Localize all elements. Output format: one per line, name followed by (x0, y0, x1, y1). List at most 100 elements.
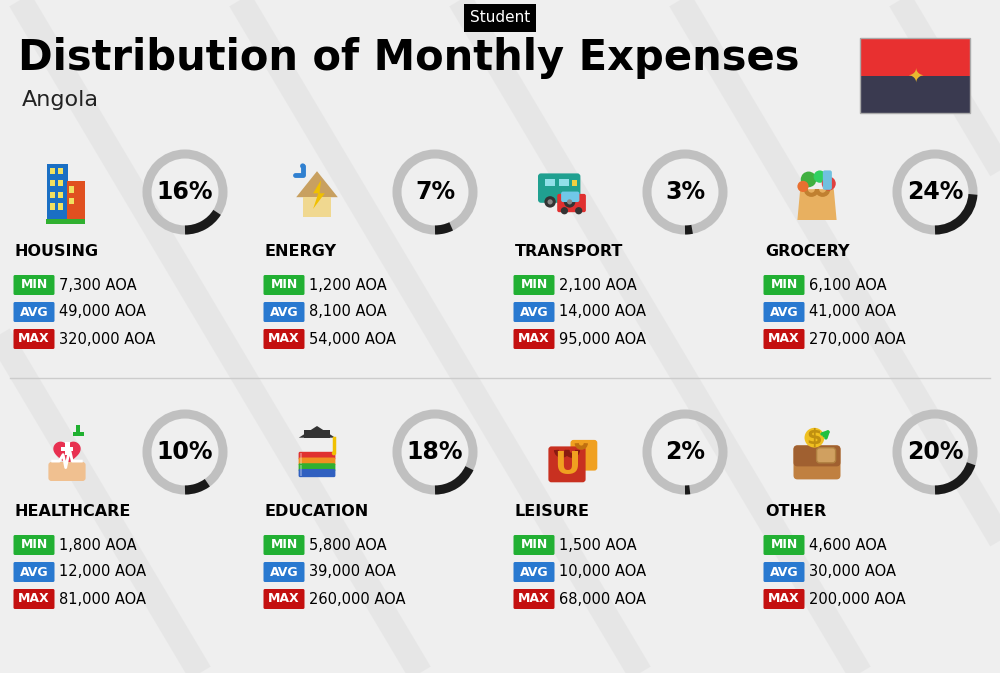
Text: 1,500 AOA: 1,500 AOA (559, 538, 637, 553)
Text: 16%: 16% (157, 180, 213, 204)
FancyBboxPatch shape (514, 329, 554, 349)
FancyBboxPatch shape (538, 174, 580, 203)
Circle shape (814, 170, 826, 183)
FancyBboxPatch shape (514, 589, 554, 609)
Text: Distribution of Monthly Expenses: Distribution of Monthly Expenses (18, 37, 800, 79)
Polygon shape (797, 189, 837, 220)
FancyBboxPatch shape (561, 192, 579, 202)
FancyBboxPatch shape (764, 302, 804, 322)
FancyBboxPatch shape (860, 75, 970, 113)
Text: HEALTHCARE: HEALTHCARE (15, 505, 131, 520)
Text: MIN: MIN (270, 538, 298, 551)
Circle shape (548, 199, 553, 205)
FancyBboxPatch shape (299, 469, 335, 477)
Circle shape (567, 199, 572, 205)
Text: 30,000 AOA: 30,000 AOA (809, 565, 896, 579)
Text: AVG: AVG (770, 565, 798, 579)
Circle shape (575, 207, 582, 215)
Text: MAX: MAX (268, 332, 300, 345)
Text: 39,000 AOA: 39,000 AOA (309, 565, 396, 579)
FancyBboxPatch shape (764, 275, 804, 295)
Text: MAX: MAX (518, 332, 550, 345)
Circle shape (805, 428, 824, 448)
FancyBboxPatch shape (50, 192, 55, 198)
Text: 10,000 AOA: 10,000 AOA (559, 565, 646, 579)
FancyBboxPatch shape (69, 198, 74, 205)
FancyBboxPatch shape (514, 562, 554, 582)
Text: 68,000 AOA: 68,000 AOA (559, 592, 646, 606)
Text: AVG: AVG (520, 306, 548, 318)
Text: AVG: AVG (20, 565, 48, 579)
Polygon shape (296, 171, 338, 197)
FancyBboxPatch shape (794, 446, 840, 479)
FancyBboxPatch shape (264, 562, 304, 582)
Text: MIN: MIN (770, 538, 798, 551)
FancyBboxPatch shape (47, 164, 68, 220)
FancyBboxPatch shape (299, 452, 335, 460)
Text: AVG: AVG (770, 306, 798, 318)
FancyBboxPatch shape (14, 275, 54, 295)
Circle shape (797, 181, 809, 192)
FancyBboxPatch shape (14, 589, 54, 609)
Circle shape (801, 172, 816, 187)
FancyBboxPatch shape (764, 589, 804, 609)
Text: 18%: 18% (407, 440, 463, 464)
FancyBboxPatch shape (557, 194, 586, 212)
FancyBboxPatch shape (48, 462, 86, 481)
FancyBboxPatch shape (58, 192, 63, 198)
Text: Student: Student (470, 11, 530, 26)
Circle shape (544, 196, 556, 207)
Text: AVG: AVG (270, 306, 298, 318)
Text: 10%: 10% (157, 440, 213, 464)
Text: MIN: MIN (20, 538, 48, 551)
Text: 1,800 AOA: 1,800 AOA (59, 538, 137, 553)
Text: MAX: MAX (518, 592, 550, 606)
Text: MIN: MIN (520, 538, 548, 551)
FancyBboxPatch shape (300, 459, 302, 464)
FancyBboxPatch shape (303, 197, 331, 217)
FancyBboxPatch shape (58, 180, 63, 186)
FancyBboxPatch shape (50, 203, 55, 210)
FancyBboxPatch shape (514, 275, 554, 295)
FancyBboxPatch shape (50, 168, 55, 174)
FancyBboxPatch shape (69, 186, 74, 192)
Text: ✦: ✦ (907, 66, 923, 85)
FancyBboxPatch shape (514, 302, 554, 322)
FancyBboxPatch shape (300, 454, 302, 458)
FancyBboxPatch shape (764, 329, 804, 349)
FancyBboxPatch shape (264, 329, 304, 349)
Text: 24%: 24% (907, 180, 963, 204)
Text: 320,000 AOA: 320,000 AOA (59, 332, 155, 347)
Text: 12,000 AOA: 12,000 AOA (59, 565, 146, 579)
Text: MAX: MAX (768, 592, 800, 606)
Text: 8,100 AOA: 8,100 AOA (309, 304, 387, 320)
Text: AVG: AVG (20, 306, 48, 318)
Text: 5,800 AOA: 5,800 AOA (309, 538, 387, 553)
Text: MAX: MAX (18, 332, 50, 345)
Text: 7,300 AOA: 7,300 AOA (59, 277, 137, 293)
Text: MAX: MAX (18, 592, 50, 606)
FancyBboxPatch shape (50, 180, 55, 186)
Text: $: $ (807, 428, 822, 448)
FancyBboxPatch shape (299, 458, 335, 466)
Text: HOUSING: HOUSING (15, 244, 99, 260)
FancyBboxPatch shape (794, 446, 840, 466)
Text: 81,000 AOA: 81,000 AOA (59, 592, 146, 606)
FancyBboxPatch shape (14, 329, 54, 349)
Polygon shape (299, 426, 335, 437)
Circle shape (561, 207, 568, 215)
Text: 200,000 AOA: 200,000 AOA (809, 592, 906, 606)
FancyBboxPatch shape (548, 446, 586, 483)
Text: 260,000 AOA: 260,000 AOA (309, 592, 406, 606)
FancyBboxPatch shape (823, 170, 832, 190)
FancyBboxPatch shape (299, 463, 335, 472)
Text: 14,000 AOA: 14,000 AOA (559, 304, 646, 320)
Text: MAX: MAX (768, 332, 800, 345)
FancyBboxPatch shape (514, 535, 554, 555)
Text: 95,000 AOA: 95,000 AOA (559, 332, 646, 347)
FancyBboxPatch shape (58, 203, 63, 210)
Text: MIN: MIN (770, 279, 798, 291)
FancyBboxPatch shape (300, 465, 302, 470)
FancyBboxPatch shape (58, 168, 63, 174)
Text: 6,100 AOA: 6,100 AOA (809, 277, 887, 293)
